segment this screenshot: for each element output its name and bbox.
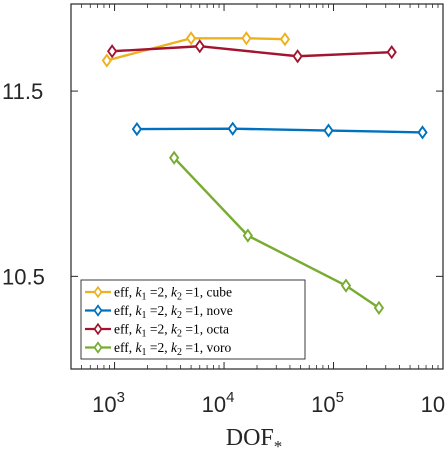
series-1: [131, 121, 428, 140]
legend-label: eff, k1 =2, k2 =1, cube: [114, 285, 232, 303]
x-tick-label: 106: [421, 389, 445, 417]
data-point: [279, 32, 291, 47]
data-point: [185, 31, 197, 46]
legend-entry: eff, k1 =2, k2 =1, voro: [85, 340, 231, 358]
data-point: [292, 49, 303, 64]
x-tick-label: 104: [202, 389, 235, 417]
data-point: [323, 123, 334, 138]
series-line: [136, 127, 423, 134]
x-axis-label: DOF*: [226, 425, 283, 456]
data-point: [106, 44, 118, 59]
legend-box: [80, 279, 306, 360]
legend-entry: eff, k1 =2, k2 =1, octa: [85, 322, 229, 340]
legend-entry: eff, k1 =2, k2 =1, cube: [85, 285, 232, 303]
data-point: [194, 39, 205, 54]
legend-marker: [93, 285, 103, 299]
legend-label: eff, k1 =2, k2 =1, voro: [114, 340, 231, 358]
data-point: [131, 121, 143, 137]
data-point: [386, 45, 397, 60]
series-3: [168, 150, 385, 315]
legend-label: eff, k1 =2, k2 =1, octa: [114, 322, 229, 340]
data-point: [101, 53, 112, 68]
axes-layer: 103 104 105 106 11.5 10.5: [2, 4, 445, 417]
data-point: [242, 228, 253, 243]
series-2: [106, 39, 397, 64]
data-point: [417, 125, 428, 140]
legend-marker: [93, 322, 103, 336]
data-point: [340, 278, 352, 293]
x-tick-label: 103: [92, 389, 125, 417]
legend-marker: [93, 341, 103, 354]
legend-label: eff, k1 =2, k2 =1, nove: [114, 303, 233, 321]
y-tick-label: 11.5: [2, 79, 43, 104]
plot-frame: [70, 3, 444, 370]
series-line: [112, 45, 392, 58]
legend-entry: eff, k1 =2, k2 =1, nove: [85, 303, 233, 321]
data-point: [227, 121, 238, 136]
data-point: [168, 150, 180, 165]
y-tick-label: 10.5: [2, 264, 45, 289]
data-point: [241, 31, 252, 46]
legend-marker: [93, 304, 103, 317]
x-tick-label: 105: [311, 389, 344, 417]
series-layer: [101, 31, 428, 315]
series-line: [173, 156, 380, 309]
data-point: [373, 300, 385, 315]
